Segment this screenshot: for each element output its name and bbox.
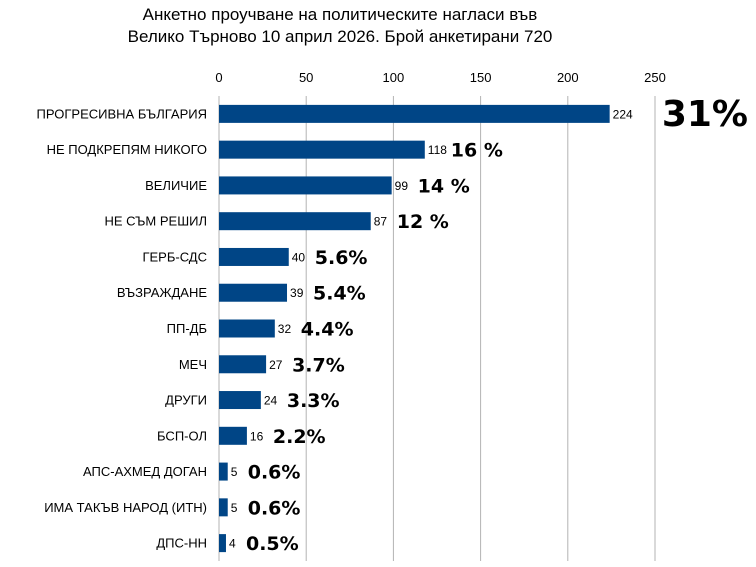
category-label: НЕ СЪМ РЕШИЛ [105,214,207,229]
bar [219,104,610,123]
value-label: 32 [278,322,292,336]
x-tick-label: 0 [215,70,222,85]
category-label: ПП-ДБ [167,321,207,336]
bars [219,104,610,553]
x-tick-label: 250 [644,70,666,85]
category-label: НЕ ПОДКРЕПЯМ НИКОГО [47,142,207,157]
chart-title-line-1: Анкетно проучване на политическите нагла… [142,5,538,24]
x-axis-ticks: 0 50 100 150 200 250 [215,70,665,85]
percent-label: 5.4% [313,283,366,305]
bar [219,247,289,266]
bar [219,283,288,302]
category-label: ВЕЛИЧИЕ [145,178,207,193]
value-label: 16 [250,429,264,443]
percent-label: 0.5% [246,533,299,555]
x-tick-label: 150 [470,70,492,85]
percent-label: 3.7% [292,354,345,376]
percent-label: 2.2% [273,426,326,448]
category-label: МЕЧ [179,357,207,372]
value-label: 5 [231,501,238,515]
value-label: 224 [613,107,633,121]
labels: ПРОГРЕСИВНА БЪЛГАРИЯ 224 31% НЕ ПОДКРЕПЯМ Н… [37,94,748,555]
category-label: АПС-АХМЕД ДОГАН [83,464,207,479]
percent-label: 12 % [397,211,449,233]
percent-label: 31% [662,94,748,135]
value-label: 24 [264,394,278,408]
percent-label: 3.3% [287,390,340,412]
x-tick-label: 50 [299,70,313,85]
value-label: 39 [290,286,304,300]
bar [219,319,275,338]
category-label: ПРОГРЕСИВНА БЪЛГАРИЯ [37,106,207,121]
value-label: 27 [269,358,283,372]
bar [219,426,247,445]
percent-label: 16 % [451,140,503,162]
percent-label: 0.6% [248,462,301,484]
bar [219,462,228,481]
bar [219,391,261,410]
x-tick-label: 100 [383,70,405,85]
category-label: БСП-ОЛ [157,428,207,443]
value-label: 99 [395,179,409,193]
category-label: ДПС-НН [156,536,207,551]
chart-title: Анкетно проучване на политическите нагла… [60,4,620,48]
percent-label: 0.6% [248,497,301,519]
value-label: 40 [292,250,306,264]
bar [219,212,371,231]
chart-title-line-2: Велико Търново 10 април 2026. Брой анкет… [127,27,553,46]
value-label: 4 [229,537,236,551]
bar [219,176,392,195]
bar [219,140,425,159]
category-label: ГЕРБ-СДС [142,249,207,264]
category-label: ДРУГИ [165,393,207,408]
value-label: 118 [428,143,447,157]
value-label: 87 [374,215,388,229]
bar [219,534,226,553]
percent-label: 14 % [418,175,470,197]
percent-label: 4.4% [301,319,354,341]
bar [219,498,228,517]
category-label: ИМА ТАКЪВ НАРОД (ИТН) [44,500,207,515]
value-label: 5 [231,465,238,479]
category-label: ВЪЗРАЖДАНЕ [117,285,207,300]
bar [219,355,267,374]
percent-label: 5.6% [315,247,368,269]
x-tick-label: 200 [557,70,579,85]
